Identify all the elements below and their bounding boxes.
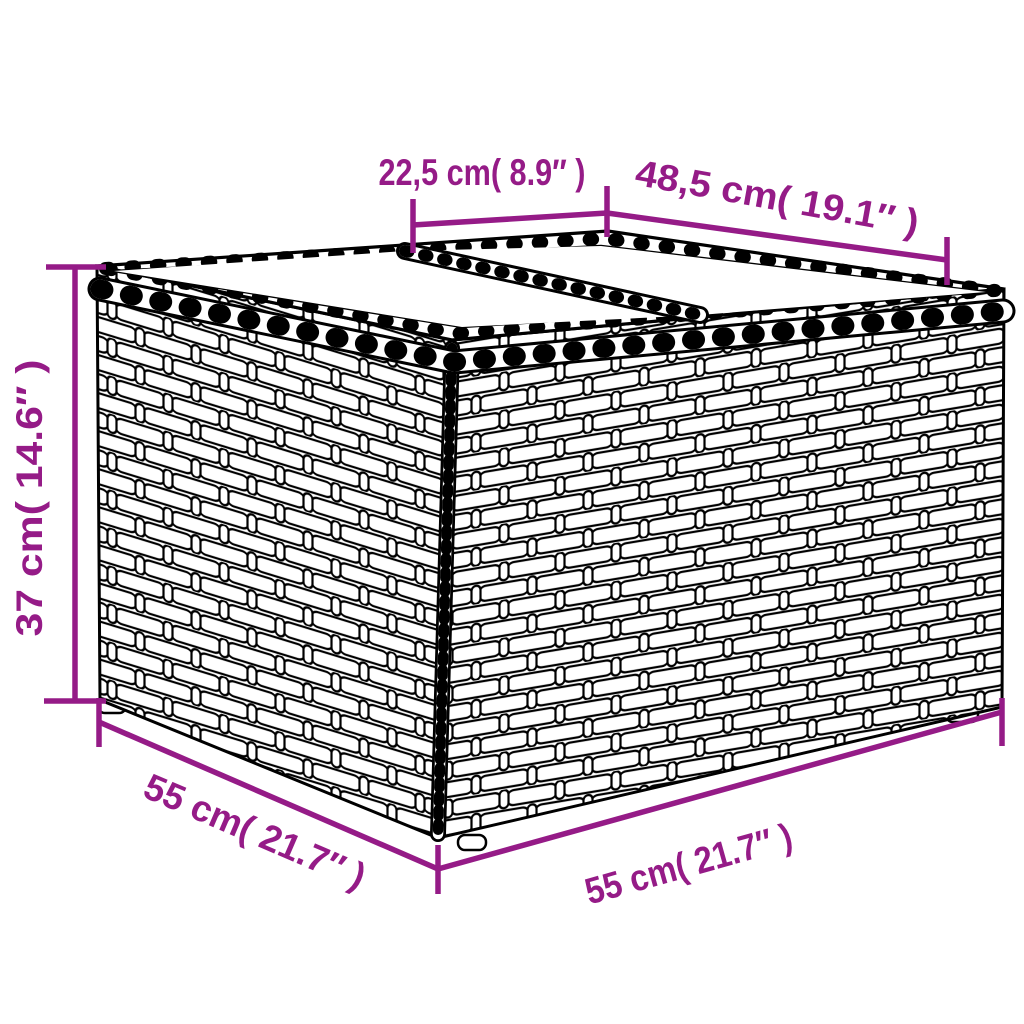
glass-divider-strip [396,242,709,324]
table-top [96,229,1005,342]
wicker-table [87,229,1016,852]
table-foot-front [456,833,488,852]
table-front-right-face [436,287,1006,840]
glass-panel-left [114,251,700,327]
tabletop-rim-straps [99,232,1002,340]
dim-width-line [437,709,1003,872]
dim-depth-line [97,719,440,872]
dim-label-glass-left: 22,5 cm( 8.9″ ) [379,152,586,193]
dim-label-width: 55 cm( 21.7″ ) [581,816,797,913]
dim-label-height: 37 cm( 14.6″ ) [9,360,50,637]
dim-label-glass-right: 48,5 cm( 19.1″ ) [632,152,922,243]
dim-height: 37 cm( 14.6″ ) [9,264,106,704]
dim-glass-left: 22,5 cm( 8.9″ ) [379,152,610,253]
corner-column [430,340,460,842]
dim-glass-left-line [412,210,608,228]
glass-panel-right [405,246,986,315]
top-rail-tube [87,276,1016,375]
dim-glass-right-line [606,210,948,263]
